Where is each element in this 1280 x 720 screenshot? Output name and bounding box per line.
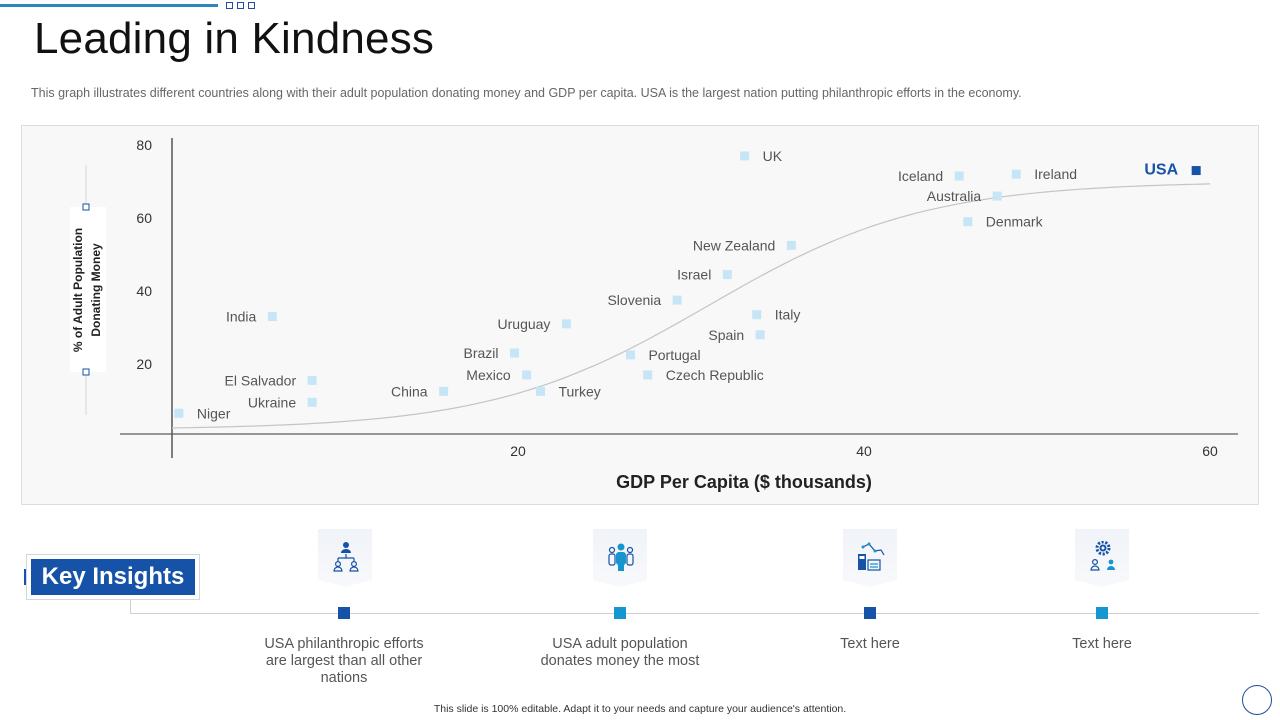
key-insights-accent: [24, 569, 26, 585]
top-accent-bar: [0, 4, 218, 7]
data-point-label: Uruguay: [498, 316, 551, 332]
y-tick-label: 40: [136, 283, 152, 299]
data-point-label: El Salvador: [225, 372, 297, 388]
hierarchy-people-icon: [333, 542, 359, 572]
data-point: [307, 375, 317, 385]
scatter-chart: 20 40 60 80 20 40 60 GDP Per Capita ($ thousand…: [70, 137, 1238, 492]
data-point: [963, 217, 973, 227]
data-point: [561, 319, 571, 329]
insight-3-icon-badge: [843, 529, 897, 587]
insight-4-text: Text here: [1072, 636, 1132, 652]
trend-curve: [171, 183, 1211, 429]
data-point: [522, 370, 532, 380]
data-point-label: China: [391, 383, 428, 399]
insight-3-marker: [864, 607, 876, 619]
data-point-label: Australia: [927, 188, 982, 204]
data-point-label: Iceland: [898, 168, 943, 184]
data-point-label: Denmark: [986, 214, 1044, 230]
insight-3-text: Text here: [840, 636, 900, 652]
y-label-handle: [82, 203, 90, 211]
x-tick-label: 60: [1202, 443, 1218, 459]
y-axis-label: % of Adult Population Donating Money: [71, 228, 103, 352]
x-tick-label: 40: [856, 443, 872, 459]
insights-timeline-connector: [130, 598, 131, 614]
data-point-label: Slovenia: [607, 292, 661, 308]
data-point-label: Italy: [775, 307, 801, 323]
group-people-icon: [608, 543, 634, 571]
data-point: [439, 386, 449, 396]
page-subtitle: This graph illustrates different countri…: [31, 86, 1022, 100]
data-point: [954, 171, 964, 181]
y-axis-label-line: % of Adult Population: [71, 228, 85, 352]
analytics-dashboard-icon: [858, 542, 885, 571]
data-point-label: USA: [1144, 162, 1178, 179]
data-point: [740, 151, 750, 161]
chart-panel: [21, 125, 1259, 505]
data-point: [755, 330, 765, 340]
key-insights-box: Key Insights: [26, 554, 200, 600]
data-point-label: Spain: [708, 327, 744, 343]
y-tick-label: 60: [136, 210, 152, 226]
insight-2-icon-badge: [593, 529, 647, 587]
data-point: [672, 295, 682, 305]
data-point-label: Israel: [677, 267, 711, 283]
data-point: [510, 348, 520, 358]
page-title: Leading in Kindness: [34, 14, 435, 63]
data-point: [267, 312, 277, 322]
insight-2-marker: [614, 607, 626, 619]
data-point: [786, 240, 796, 250]
data-point: [625, 350, 635, 360]
y-tick-label: 20: [136, 356, 152, 372]
insight-1-marker: [338, 607, 350, 619]
data-point-label: UK: [763, 148, 783, 164]
insight-1-text: USA philanthropic efforts are largest th…: [264, 636, 424, 686]
data-point: [1191, 166, 1201, 176]
data-point: [643, 370, 653, 380]
data-point-label: Brazil: [464, 345, 499, 361]
data-point-label: Czech Republic: [666, 367, 764, 383]
data-point: [752, 310, 762, 320]
insight-2-text: USA adult population donates money the m…: [540, 636, 700, 669]
data-point-label: Turkey: [558, 383, 600, 399]
corner-circle-icon: [1242, 685, 1272, 715]
top-dot: [226, 2, 233, 9]
data-point-label: Portugal: [648, 347, 700, 363]
data-point-label: Ukraine: [248, 394, 296, 410]
data-point-label: Niger: [197, 405, 231, 421]
data-point-label: India: [226, 309, 257, 325]
top-dot: [237, 2, 244, 9]
y-axis-label-line: Donating Money: [89, 243, 103, 337]
data-point-label: Mexico: [466, 367, 511, 383]
data-point: [992, 191, 1002, 201]
y-label-box: [70, 207, 106, 372]
y-label-handle: [82, 368, 90, 376]
insight-1-icon-badge: [318, 529, 372, 587]
key-insights-heading: Key Insights: [31, 559, 195, 595]
data-point: [307, 397, 317, 407]
data-point-label: Ireland: [1034, 166, 1077, 182]
data-point: [174, 408, 184, 418]
y-tick-label: 80: [136, 137, 152, 153]
x-tick-label: 20: [510, 443, 526, 459]
gear-team-icon: [1090, 541, 1115, 571]
insight-4-icon-badge: [1075, 529, 1129, 587]
data-point: [535, 386, 545, 396]
data-point-label: New Zealand: [693, 237, 776, 253]
x-axis-label: GDP Per Capita ($ thousands): [616, 472, 872, 492]
insights-timeline: [131, 613, 1259, 614]
data-point: [1011, 169, 1021, 179]
footer-note: This slide is 100% editable. Adapt it to…: [433, 703, 847, 715]
top-dot: [248, 2, 255, 9]
insight-4-marker: [1096, 607, 1108, 619]
data-point: [722, 270, 732, 280]
